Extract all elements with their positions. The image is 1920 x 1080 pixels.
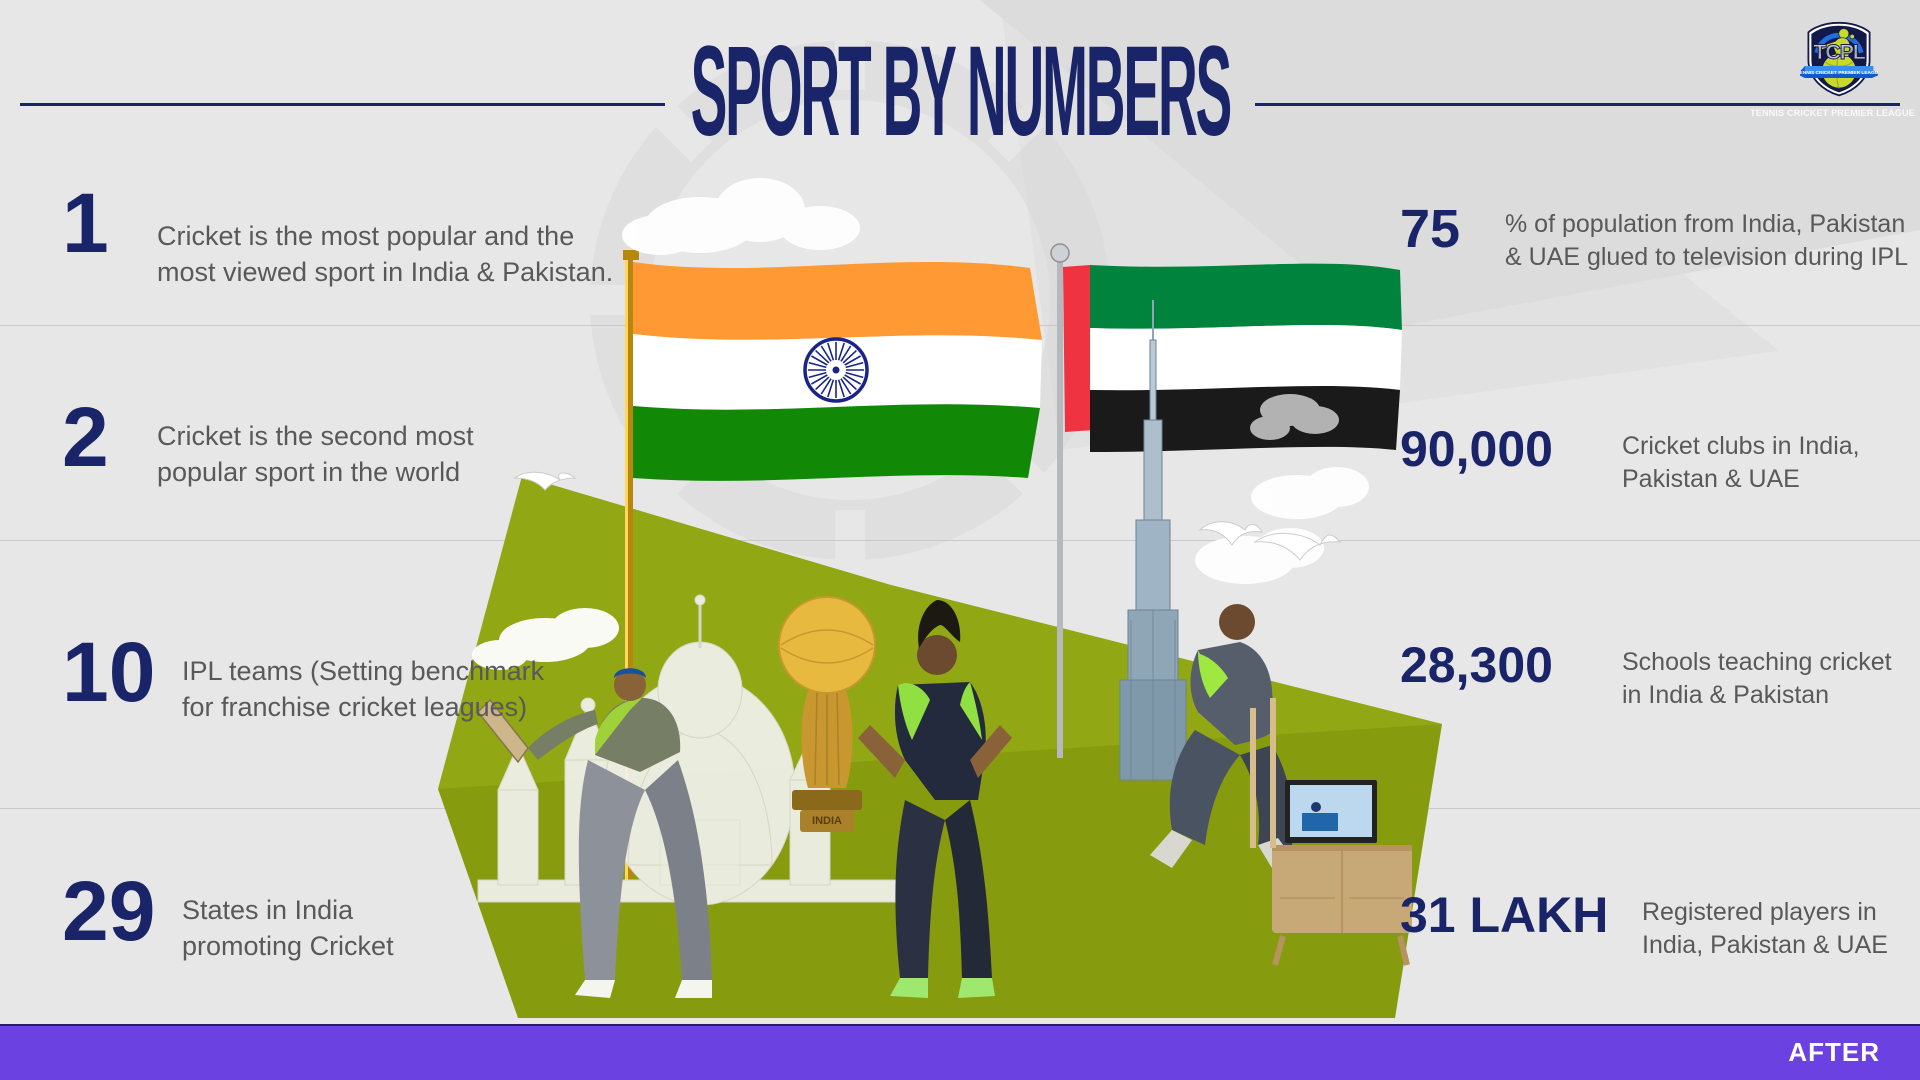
- svg-text:INDIA: INDIA: [812, 815, 842, 827]
- svg-text:TCPL: TCPL: [1813, 39, 1866, 64]
- svg-text:TENNIS CRICKET PREMIER LEAGUE: TENNIS CRICKET PREMIER LEAGUE: [1800, 70, 1878, 76]
